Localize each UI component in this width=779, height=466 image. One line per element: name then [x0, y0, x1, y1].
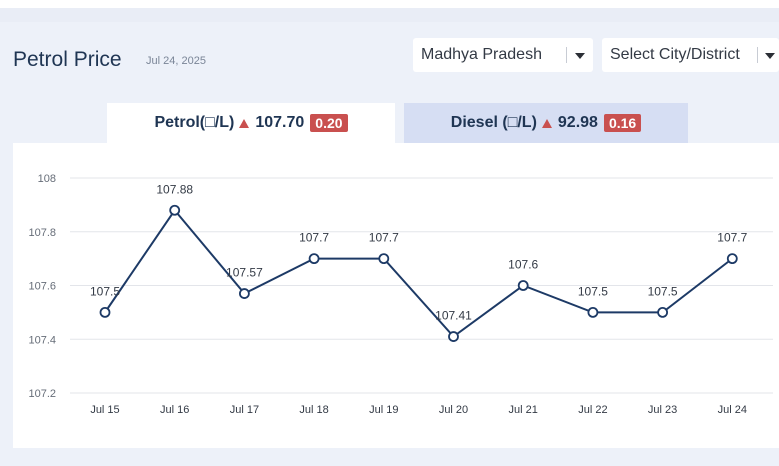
x-tick-label: Jul 16 — [160, 404, 189, 416]
tab-diesel-price: 92.98 — [557, 114, 598, 131]
data-label: 107.57 — [226, 266, 263, 280]
x-tick-label: Jul 15 — [90, 404, 119, 416]
x-tick-label: Jul 19 — [369, 404, 398, 416]
data-label: 107.7 — [369, 231, 399, 245]
x-tick-label: Jul 23 — [648, 404, 677, 416]
data-point — [448, 331, 459, 342]
data-label: 107.6 — [508, 258, 538, 272]
chevron-down-icon[interactable] — [575, 53, 585, 59]
data-label: 107.5 — [578, 284, 608, 298]
state-select-value: Madhya Pradesh — [421, 46, 542, 63]
select-separator — [566, 47, 567, 63]
data-label: 107.88 — [156, 182, 193, 196]
select-separator — [757, 47, 758, 63]
tab-diesel[interactable]: Diesel (□/L) 92.98 0.16 — [404, 103, 688, 143]
chart-panel: 107.2 107.4 107.6 107.8 108 Jul 15 Jul 16 Jul 1… — [13, 143, 779, 448]
page-date: Jul 24, 2025 — [146, 55, 206, 67]
y-tick-label: 107.4 — [28, 334, 56, 346]
top-strip — [0, 0, 779, 8]
data-point — [517, 280, 529, 291]
data-point — [587, 306, 599, 318]
data-point — [169, 204, 181, 216]
price-line-chart: 107.2 107.4 107.6 107.8 108 Jul 15 Jul 16 Jul 1… — [28, 173, 773, 416]
state-select[interactable]: Madhya Pradesh — [413, 38, 593, 72]
tab-diesel-label: Diesel (□/L) — [450, 114, 537, 131]
data-point — [99, 306, 111, 318]
y-tick-label: 108 — [38, 173, 56, 185]
y-tick-label: 107.2 — [28, 388, 56, 400]
tab-petrol[interactable]: Petrol(□/L) 107.70 0.20 — [107, 103, 395, 143]
price-up-icon — [239, 118, 250, 128]
series-line — [104, 208, 733, 338]
data-label: 107.7 — [717, 231, 747, 245]
x-tick-label: Jul 17 — [230, 404, 259, 416]
tab-petrol-change: 0.20 — [310, 114, 348, 132]
x-tick-label: Jul 20 — [439, 404, 468, 416]
chevron-down-icon[interactable] — [765, 53, 775, 59]
tab-petrol-price: 107.70 — [255, 114, 305, 131]
data-point — [726, 253, 738, 265]
data-point — [238, 288, 250, 299]
city-select[interactable]: Select City/District — [602, 38, 779, 72]
data-point — [308, 253, 320, 265]
data-point — [378, 253, 390, 265]
page-title: Petrol Price — [13, 48, 122, 71]
x-tick-label: Jul 21 — [509, 404, 538, 416]
x-tick-label: Jul 18 — [299, 404, 328, 416]
tab-petrol-label: Petrol(□/L) — [154, 114, 235, 131]
tab-diesel-change: 0.16 — [603, 114, 642, 132]
price-up-icon — [541, 118, 552, 128]
data-label: 107.5 — [90, 284, 120, 298]
y-tick-label: 107.6 — [28, 281, 56, 293]
data-label: 107.7 — [299, 231, 329, 245]
y-tick-label: 107.8 — [28, 227, 56, 239]
x-tick-label: Jul 24 — [718, 404, 747, 416]
data-label: 107.5 — [648, 284, 678, 298]
data-point — [657, 306, 668, 318]
data-label: 107.41 — [435, 309, 472, 323]
city-select-value: Select City/District — [610, 46, 740, 63]
x-tick-label: Jul 22 — [578, 404, 607, 416]
